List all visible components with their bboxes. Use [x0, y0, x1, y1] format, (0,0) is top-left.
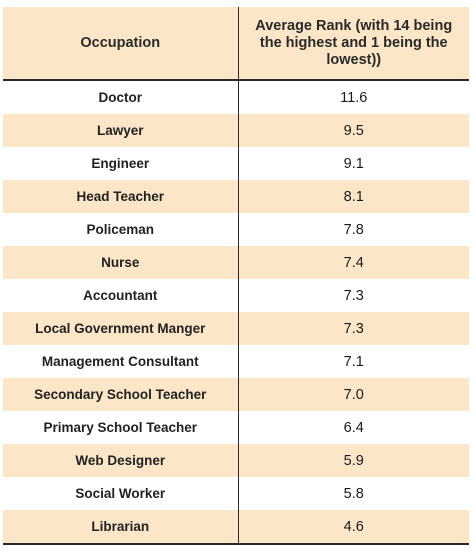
occupation-rank-table-container: Occupation Average Rank (with 14 being t… — [3, 7, 469, 545]
occupation-cell: Web Designer — [3, 444, 239, 477]
rank-cell: 6.4 — [343, 419, 364, 436]
occupation-rank-table: Occupation Average Rank (with 14 being t… — [3, 7, 469, 545]
table-row: Policeman 7.8 — [3, 213, 469, 246]
table-row: Management Consultant 7.1 — [3, 345, 469, 378]
occupation-cell: Librarian — [3, 510, 239, 545]
table-row: Secondary School Teacher 7.0 — [3, 378, 469, 411]
rank-cell: 5.8 — [343, 485, 364, 502]
rank-cell: 7.8 — [343, 221, 364, 238]
occupation-cell: Secondary School Teacher — [3, 378, 239, 411]
rank-cell: 4.6 — [238, 510, 469, 545]
occupation-cell: Lawyer — [3, 114, 239, 147]
occupation-cell: Engineer — [3, 147, 239, 180]
table-header-row: Occupation Average Rank (with 14 being t… — [3, 7, 469, 81]
rank-cell: 7.1 — [343, 353, 364, 370]
occupation-cell: Primary School Teacher — [3, 411, 239, 444]
table-row: Engineer 9.1 — [3, 147, 469, 180]
rank-cell: 7.4 — [238, 246, 469, 279]
table-body: Doctor 11.6 Lawyer 9.5 Engineer 9.1 Head Teach… — [3, 80, 469, 545]
table-row: Accountant 7.3 — [3, 279, 469, 312]
occupation-cell: Management Consultant — [3, 345, 239, 378]
header-occupation: Occupation — [3, 7, 239, 81]
table-row: Head Teacher 8.1 — [3, 180, 469, 213]
occupation-cell: Policeman — [3, 213, 239, 246]
rank-cell: 7.3 — [238, 312, 469, 345]
rank-cell: 8.1 — [238, 180, 469, 213]
rank-cell: 5.9 — [238, 444, 469, 477]
rank-cell: 7.3 — [343, 287, 364, 304]
occupation-cell: Accountant — [3, 279, 239, 312]
table-row: Nurse 7.4 — [3, 246, 469, 279]
table-row: Primary School Teacher 6.4 — [3, 411, 469, 444]
rank-cell: 9.1 — [343, 155, 364, 172]
table-row: Librarian 4.6 — [3, 510, 469, 545]
rank-cell: 9.5 — [238, 114, 469, 147]
rank-cell: 7.0 — [238, 378, 469, 411]
table-row: Doctor 11.6 — [3, 80, 469, 114]
occupation-cell: Social Worker — [3, 477, 239, 510]
occupation-cell: Nurse — [3, 246, 239, 279]
table-row: Social Worker 5.8 — [3, 477, 469, 510]
rank-cell: 11.6 — [340, 89, 368, 106]
table-row: Web Designer 5.9 — [3, 444, 469, 477]
header-average-rank: Average Rank (with 14 being the highest … — [238, 7, 469, 81]
occupation-cell: Head Teacher — [3, 180, 239, 213]
table-row: Local Government Manger 7.3 — [3, 312, 469, 345]
occupation-cell: Local Government Manger — [3, 312, 239, 345]
occupation-cell: Doctor — [3, 80, 239, 114]
table-row: Lawyer 9.5 — [3, 114, 469, 147]
